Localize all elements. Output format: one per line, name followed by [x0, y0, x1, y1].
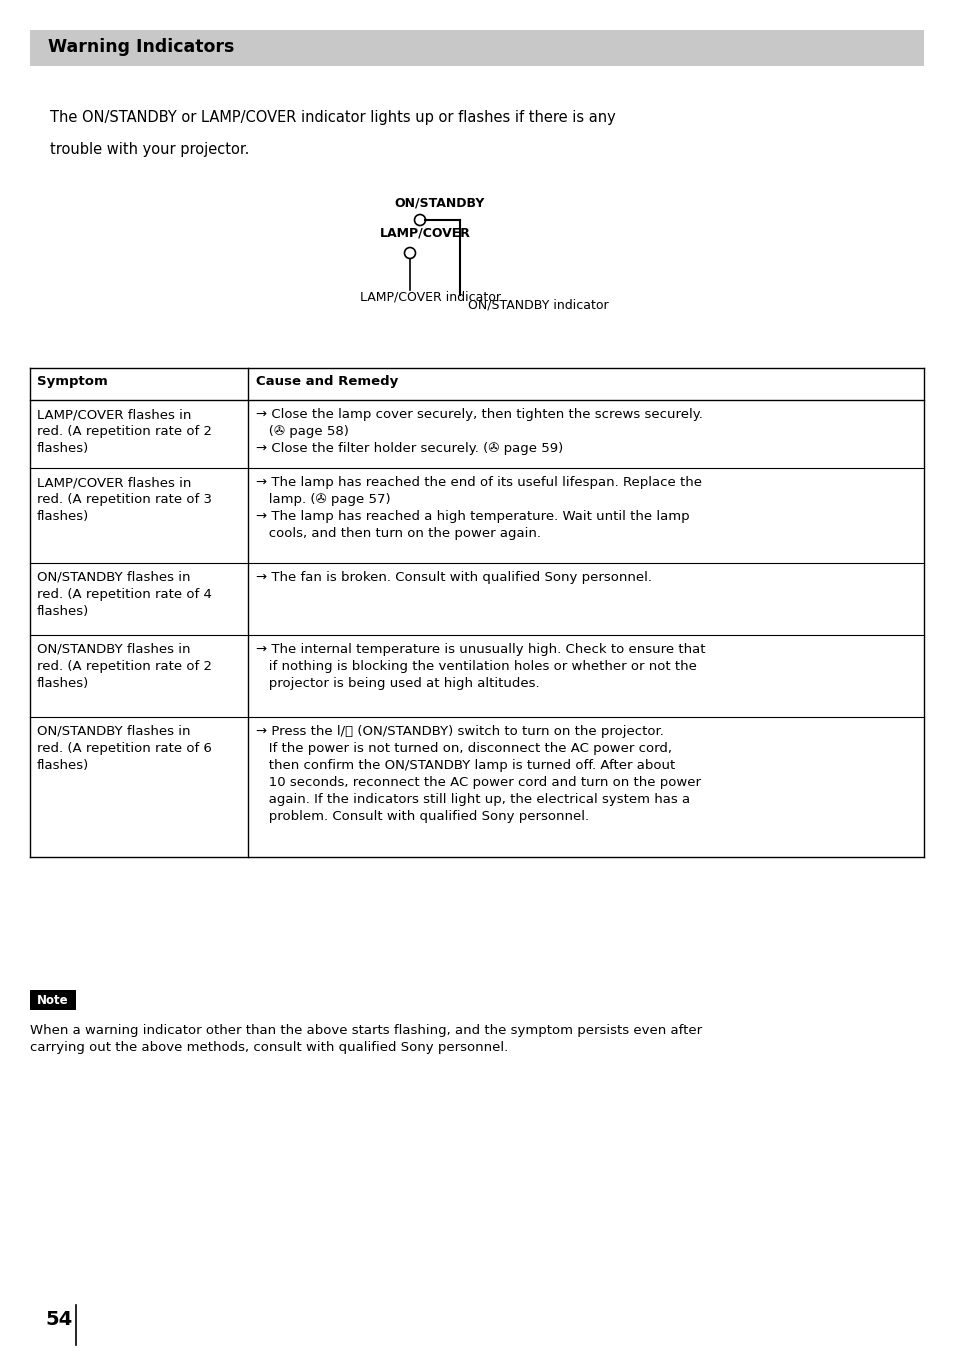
- Text: → Press the l/⏻ (ON/STANDBY) switch to turn on the projector.
   If the power is: → Press the l/⏻ (ON/STANDBY) switch to t…: [255, 725, 700, 823]
- Text: → Close the lamp cover securely, then tighten the screws securely.
   (✇ page 58: → Close the lamp cover securely, then ti…: [255, 408, 702, 456]
- Text: ON/STANDBY flashes in
red. (A repetition rate of 6
flashes): ON/STANDBY flashes in red. (A repetition…: [37, 725, 212, 772]
- Text: ON/STANDBY flashes in
red. (A repetition rate of 2
flashes): ON/STANDBY flashes in red. (A repetition…: [37, 644, 212, 690]
- Text: LAMP/COVER indicator: LAMP/COVER indicator: [359, 289, 500, 303]
- Text: 54: 54: [45, 1310, 72, 1329]
- Text: LAMP/COVER flashes in
red. (A repetition rate of 3
flashes): LAMP/COVER flashes in red. (A repetition…: [37, 476, 212, 523]
- Text: ON/STANDBY flashes in
red. (A repetition rate of 4
flashes): ON/STANDBY flashes in red. (A repetition…: [37, 571, 212, 618]
- Text: Cause and Remedy: Cause and Remedy: [255, 375, 397, 388]
- Text: When a warning indicator other than the above starts flashing, and the symptom p: When a warning indicator other than the …: [30, 1023, 701, 1037]
- Text: LAMP/COVER: LAMP/COVER: [379, 227, 470, 241]
- Text: trouble with your projector.: trouble with your projector.: [50, 142, 249, 157]
- Text: ON/STANDBY indicator: ON/STANDBY indicator: [468, 297, 608, 311]
- Text: ON/STANDBY: ON/STANDBY: [395, 197, 485, 210]
- Text: LAMP/COVER flashes in
red. (A repetition rate of 2
flashes): LAMP/COVER flashes in red. (A repetition…: [37, 408, 212, 456]
- Bar: [30, 990, 76, 1010]
- Text: Note: Note: [37, 995, 69, 1007]
- Text: → The lamp has reached the end of its useful lifespan. Replace the
   lamp. (✇ p: → The lamp has reached the end of its us…: [255, 476, 701, 539]
- Text: Warning Indicators: Warning Indicators: [48, 38, 234, 55]
- Text: carrying out the above methods, consult with qualified Sony personnel.: carrying out the above methods, consult …: [30, 1041, 508, 1055]
- Bar: [30, 30, 923, 66]
- Text: → The fan is broken. Consult with qualified Sony personnel.: → The fan is broken. Consult with qualif…: [255, 571, 651, 584]
- Text: → The internal temperature is unusually high. Check to ensure that
   if nothing: → The internal temperature is unusually …: [255, 644, 705, 690]
- Text: Symptom: Symptom: [37, 375, 108, 388]
- Text: The ON/STANDBY or LAMP/COVER indicator lights up or flashes if there is any: The ON/STANDBY or LAMP/COVER indicator l…: [50, 110, 615, 124]
